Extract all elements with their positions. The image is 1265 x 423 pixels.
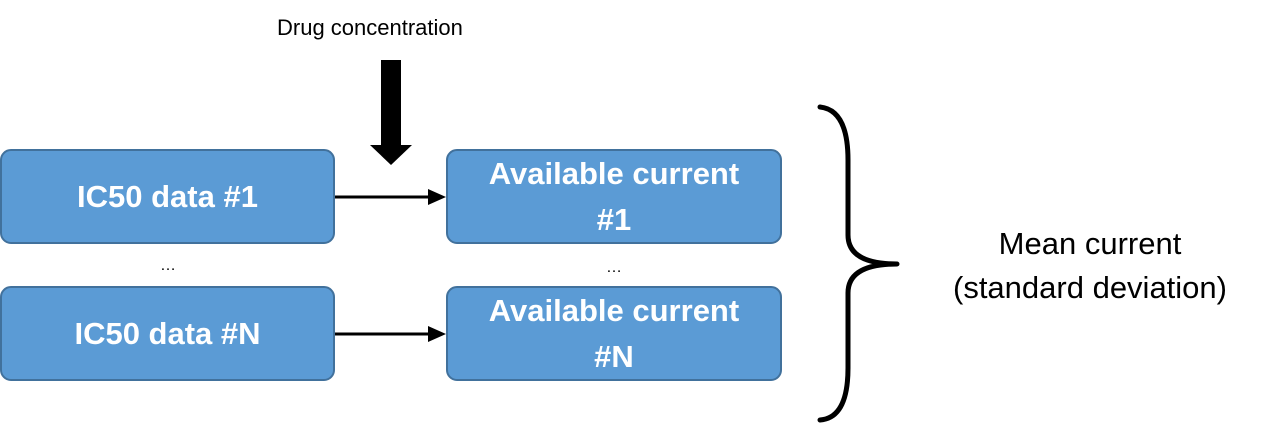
available-current-n-line1: Available current xyxy=(488,292,740,328)
drug-arrow-icon xyxy=(370,60,412,165)
arrow-input1-to-output1 xyxy=(334,189,446,205)
ic50-data-1-box: IC50 data #1 xyxy=(0,149,335,244)
curly-brace-icon xyxy=(817,104,900,423)
ellipsis-left: … xyxy=(160,257,176,274)
available-current-1-line1: Available current xyxy=(488,155,740,191)
ic50-data-n-box: IC50 data #N xyxy=(0,286,335,381)
available-current-n-line2: #N xyxy=(594,338,634,374)
ellipsis-right: … xyxy=(606,259,622,276)
available-current-n-box: Available current #N xyxy=(446,286,782,381)
arrow-inputN-to-outputN xyxy=(334,326,446,342)
available-current-1-box: Available current #1 xyxy=(446,149,782,244)
drug-concentration-label: Drug concentration xyxy=(277,15,463,40)
ic50-data-1-label: IC50 data #1 xyxy=(77,178,258,214)
mean-current-result: Mean current (standard deviation) xyxy=(920,222,1260,310)
mean-current-line2: (standard deviation) xyxy=(953,270,1227,305)
mean-current-line1: Mean current xyxy=(998,226,1182,261)
available-current-1-line2: #1 xyxy=(596,201,632,237)
ic50-data-n-label: IC50 data #N xyxy=(74,315,261,351)
